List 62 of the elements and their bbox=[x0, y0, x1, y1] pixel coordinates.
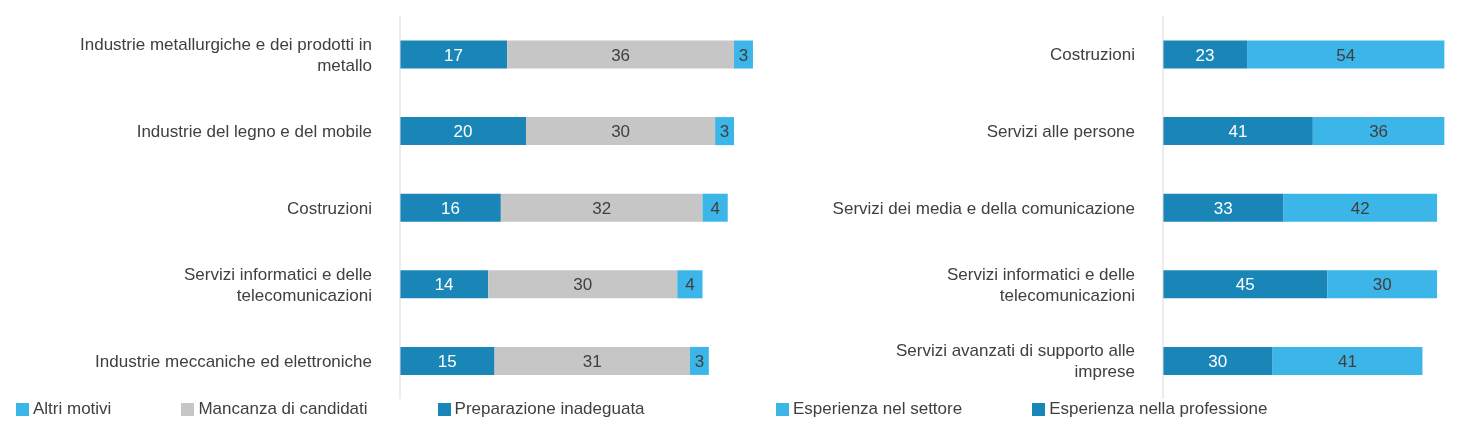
bar bbox=[1163, 117, 1313, 146]
data-label: 3 bbox=[719, 122, 730, 142]
bar bbox=[1327, 270, 1438, 299]
data-label: 30 bbox=[611, 122, 631, 142]
bar bbox=[677, 270, 703, 299]
data-label: 41 bbox=[1338, 351, 1357, 371]
legend-label: Preparazione inadeguata bbox=[454, 399, 645, 418]
bar bbox=[507, 40, 735, 69]
data-label: 4 bbox=[710, 198, 720, 218]
data-label: 14 bbox=[434, 275, 454, 295]
bar bbox=[500, 193, 703, 222]
data-label: 20 bbox=[453, 122, 473, 142]
bar bbox=[1312, 117, 1445, 146]
bar bbox=[488, 270, 678, 299]
data-label: 15 bbox=[437, 351, 457, 371]
data-label: 3 bbox=[738, 45, 749, 65]
data-label: 3 bbox=[694, 351, 705, 371]
data-label: 42 bbox=[1350, 198, 1370, 218]
y-tick-label: Industrie del legno e del mobile bbox=[136, 121, 372, 141]
data-label: 32 bbox=[592, 198, 612, 218]
y-tick-label: Costruzioni bbox=[1049, 44, 1135, 64]
bar bbox=[1163, 40, 1248, 69]
y-tick-label: Servizi dei media e della comunicazione bbox=[832, 198, 1135, 217]
data-label: 41 bbox=[1228, 122, 1248, 142]
data-label: 36 bbox=[611, 45, 631, 65]
y-tick-label: Industrie meccaniche ed elettroniche bbox=[95, 351, 372, 371]
data-label: 30 bbox=[1208, 351, 1228, 371]
y-tick-label: Industrie metallurgiche e dei prodotti in metallo bbox=[80, 34, 372, 75]
bar bbox=[702, 193, 728, 222]
data-label: 36 bbox=[1369, 122, 1389, 142]
y-tick-label: Servizi informatici e delle telecomunicazioni bbox=[183, 264, 372, 305]
bar bbox=[400, 40, 508, 69]
y-tick-label: Servizi informatici e delle telecomunicazioni bbox=[946, 264, 1135, 305]
legend-label: Mancanza di candidati bbox=[198, 399, 368, 418]
bar bbox=[400, 270, 489, 299]
bar bbox=[494, 346, 690, 375]
y-tick-label: Costruzioni bbox=[286, 198, 372, 217]
bar bbox=[526, 117, 716, 146]
legend-label: Altri motivi bbox=[33, 399, 112, 418]
data-label: 17 bbox=[444, 45, 464, 65]
bar bbox=[1272, 346, 1423, 375]
data-label: 45 bbox=[1235, 275, 1255, 295]
bar bbox=[1163, 346, 1273, 375]
bar bbox=[1163, 193, 1284, 222]
data-label: 33 bbox=[1213, 198, 1233, 218]
data-label: 4 bbox=[685, 275, 695, 295]
data-label: 54 bbox=[1336, 45, 1356, 65]
data-label: 30 bbox=[1372, 275, 1392, 295]
bar bbox=[1283, 193, 1438, 222]
legend-label: Esperienza nel settore bbox=[793, 399, 963, 418]
bar bbox=[400, 346, 495, 375]
data-label: 23 bbox=[1195, 45, 1215, 65]
legend-label: Esperienza nella professione bbox=[1049, 399, 1268, 418]
y-tick-label: Servizi alle persone bbox=[986, 121, 1135, 141]
bar bbox=[1163, 270, 1328, 299]
y-tick-label: Servizi avanzati di supporto alle imprese bbox=[895, 340, 1135, 381]
bar bbox=[1247, 40, 1445, 69]
data-label: 16 bbox=[440, 198, 460, 218]
bar bbox=[400, 117, 527, 146]
bar bbox=[400, 193, 501, 222]
data-label: 31 bbox=[582, 351, 602, 371]
data-label: 30 bbox=[573, 275, 593, 295]
